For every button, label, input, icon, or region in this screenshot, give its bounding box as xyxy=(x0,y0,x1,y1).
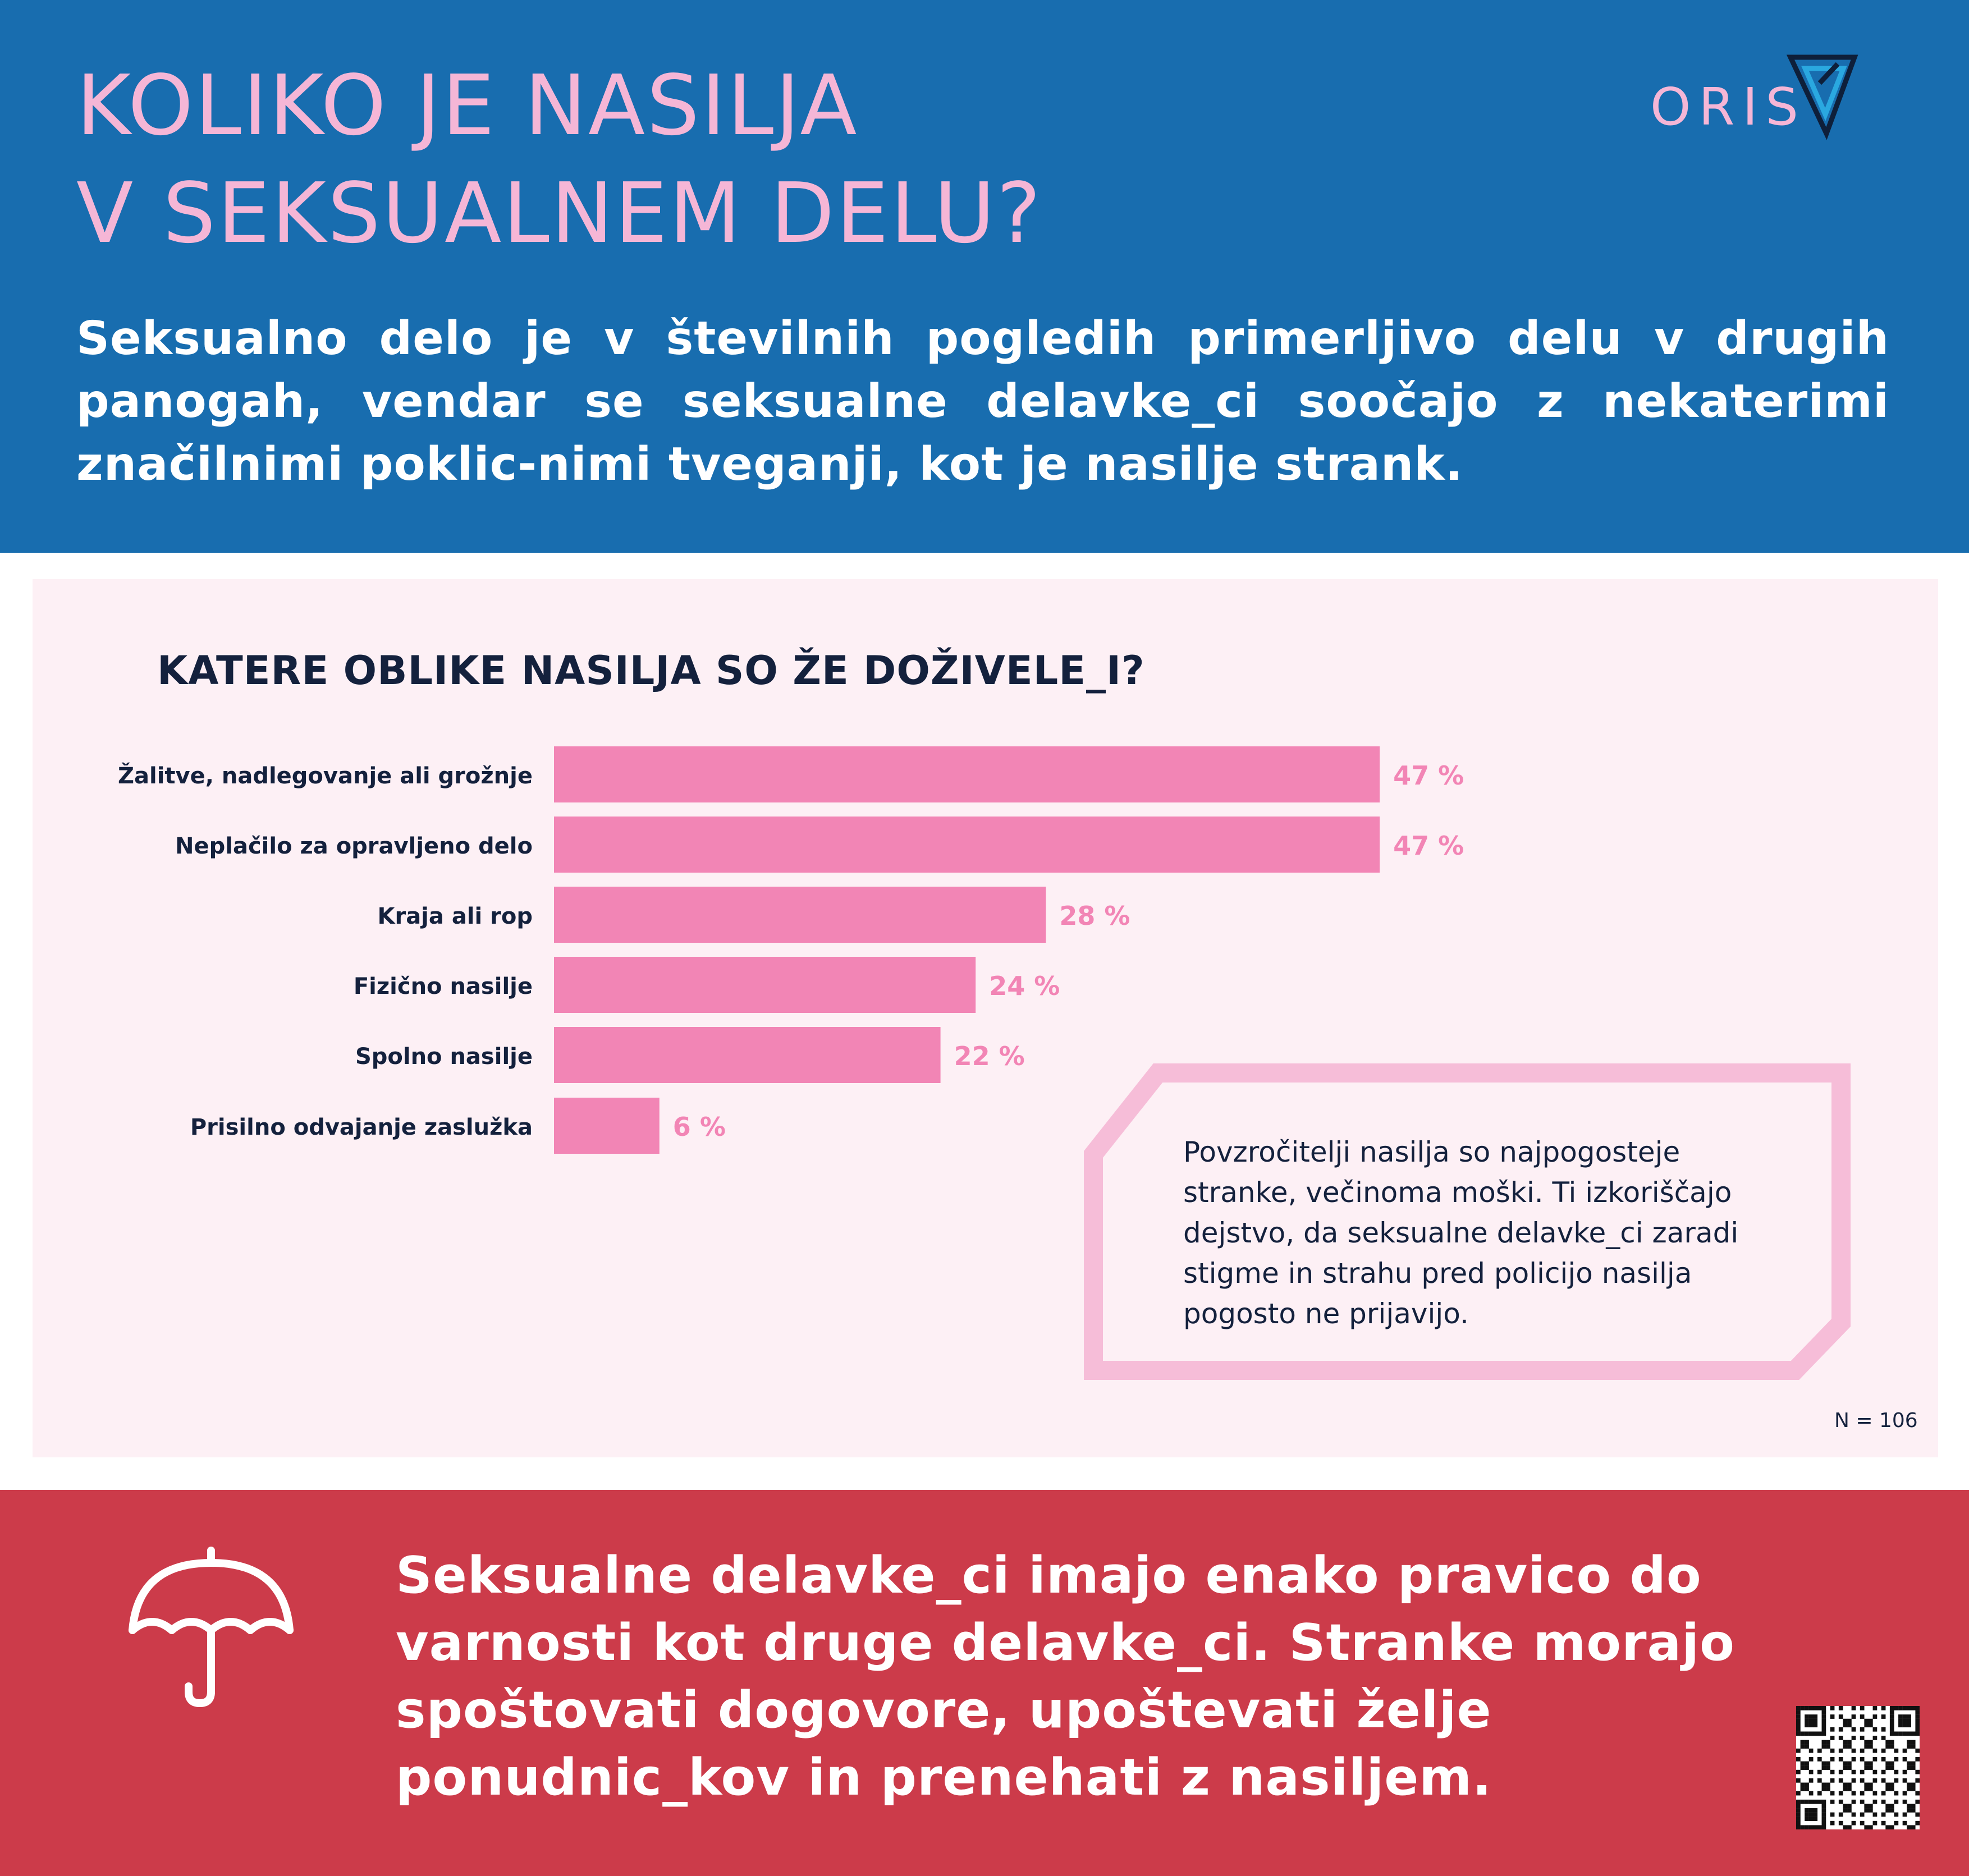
umbrella-icon xyxy=(129,1547,294,1707)
value-label-1: 47 % xyxy=(1393,831,1464,861)
chart-title: KATERE OBLIKE NASILJA SO ŽE DOŽIVELE_I? xyxy=(157,648,1145,694)
category-label-3: Fizično nasilje xyxy=(354,974,533,999)
page-title: KOLIKO JE NASILJA V SEKSUALNEM DELU? xyxy=(76,52,1042,267)
callout-frame xyxy=(1084,1063,1851,1380)
value-label-4: 22 % xyxy=(954,1041,1025,1071)
bar-3 xyxy=(554,957,976,1013)
category-label-5: Prisilno odvajanje zaslužka xyxy=(190,1114,533,1140)
value-label-2: 28 % xyxy=(1059,901,1130,931)
bar-2 xyxy=(554,887,1046,943)
oris-logo: ORIS xyxy=(1650,52,1897,147)
value-label-0: 47 % xyxy=(1393,760,1464,791)
bar-chart: Žalitve, nadlegovanje ali grožnje 47 % Nep… xyxy=(118,746,1464,1154)
bar-4 xyxy=(554,1027,941,1083)
callout-text: Povzročitelji nasilja so najpogosteje st… xyxy=(1183,1136,1739,1330)
category-label-4: Spolno nasilje xyxy=(355,1044,533,1070)
category-label-0: Žalitve, nadlegovanje ali grožnje xyxy=(118,762,533,789)
category-label-1: Neplačilo za opravljeno delo xyxy=(175,833,533,859)
intro-paragraph: Seksualno delo je v številnih pogledih p… xyxy=(76,312,1889,491)
triangle-logo-icon xyxy=(1786,54,1858,140)
logo-text: ORIS xyxy=(1650,77,1806,137)
footer-message: Seksualne delavke_ci imajo enako pravico… xyxy=(396,1546,1735,1807)
title-line-1: KOLIKO JE NASILJA xyxy=(76,57,859,154)
title-line-2: V SEKSUALNEM DELU? xyxy=(76,165,1043,262)
header-section: KOLIKO JE NASILJA V SEKSUALNEM DELU? ORI… xyxy=(0,0,1969,553)
bar-5 xyxy=(554,1098,660,1154)
qr-code[interactable] xyxy=(1796,1706,1920,1829)
value-label-3: 24 % xyxy=(989,971,1060,1001)
footer-section: Seksualne delavke_ci imajo enako pravico… xyxy=(0,1490,1969,1876)
category-label-2: Kraja ali rop xyxy=(377,903,533,929)
value-label-5: 6 % xyxy=(673,1112,726,1142)
sample-size-note: N = 106 xyxy=(1834,1409,1918,1432)
bar-1 xyxy=(554,817,1380,873)
chart-panel: KATERE OBLIKE NASILJA SO ŽE DOŽIVELE_I? … xyxy=(33,579,1938,1457)
bar-0 xyxy=(554,746,1380,802)
